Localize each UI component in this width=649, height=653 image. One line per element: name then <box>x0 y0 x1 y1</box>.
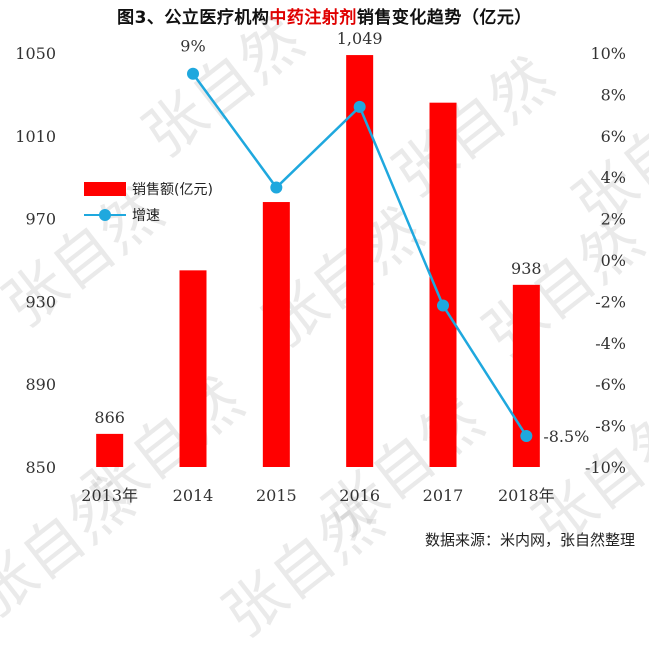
y-right-tick-label: 6% <box>601 127 626 146</box>
y-right-tick-label: -8% <box>595 417 626 436</box>
x-tick-label: 2015 <box>256 486 297 505</box>
legend-item-growth: 增速 <box>84 202 213 228</box>
y-right-tick-label: -10% <box>585 458 626 477</box>
legend-label-growth: 增速 <box>132 208 160 224</box>
bar <box>96 433 124 467</box>
x-tick-label: 2017 <box>423 486 464 505</box>
x-tick-label: 2018年 <box>498 486 555 505</box>
x-tick-label: 2013年 <box>81 486 138 505</box>
y-right-tick-label: 10% <box>590 44 626 63</box>
title-prefix: 图3、公立医疗机构 <box>117 8 270 28</box>
chart-canvas: 850 890 930 970 1010 1050 -10% -8% -6% -4% -2% 0% 2%… <box>15 29 626 505</box>
y-right-tick-label: -6% <box>595 375 626 394</box>
x-tick-label: 2016 <box>339 486 380 505</box>
bar <box>179 270 207 467</box>
legend-label-sales: 销售额(亿元) <box>132 182 213 198</box>
growth-point <box>437 299 449 312</box>
legend-bar-swatch <box>84 182 126 196</box>
growth-data-label: -8.5% <box>543 427 589 446</box>
data-source-note: 数据来源：米内网，张自然整理 <box>424 531 635 549</box>
title-suffix: 销售变化趋势（亿元） <box>356 8 532 28</box>
legend-item-sales: 销售额(亿元) <box>84 176 213 202</box>
y-right-tick-label: 8% <box>601 85 626 104</box>
x-tick-label: 2014 <box>173 486 214 505</box>
y-right-tick-label: 4% <box>601 168 626 187</box>
bar <box>346 55 374 467</box>
y-left-tick-label: 930 <box>25 292 56 311</box>
chart-title: 图3、公立医疗机构中药注射剂销售变化趋势（亿元） <box>0 3 649 28</box>
bar-data-label: 1,049 <box>337 29 383 48</box>
bar <box>262 202 290 468</box>
bar-data-label: 866 <box>94 408 125 427</box>
legend: 销售额(亿元) 增速 <box>84 176 213 228</box>
y-left-tick-label: 1050 <box>15 44 56 63</box>
y-left-tick-label: 1010 <box>15 127 56 146</box>
y-right-tick-label: -4% <box>595 334 626 353</box>
y-left-tick-label: 890 <box>25 375 56 394</box>
y-right-tick-label: 2% <box>601 210 626 229</box>
y-left-tick-label: 970 <box>25 210 56 229</box>
growth-point <box>187 67 199 80</box>
y-right-tick-label: -2% <box>595 292 626 311</box>
bar-data-label: 938 <box>511 259 542 278</box>
y-left-tick-label: 850 <box>25 458 56 477</box>
growth-point <box>270 181 283 194</box>
y-right-tick-label: 0% <box>601 251 626 270</box>
legend-line-swatch <box>84 208 126 222</box>
growth-point <box>353 100 366 113</box>
title-accent: 中药注射剂 <box>269 8 357 28</box>
growth-point <box>520 429 533 442</box>
growth-data-label: 9% <box>180 37 205 56</box>
